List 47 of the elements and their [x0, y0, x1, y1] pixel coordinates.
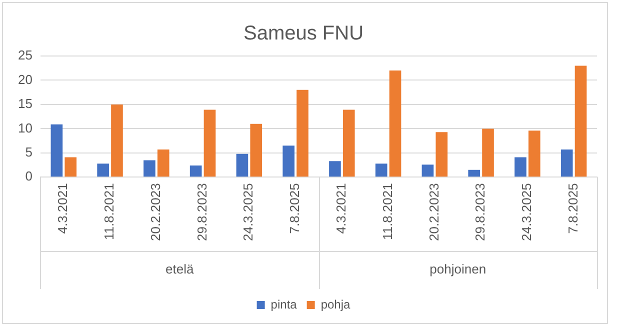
x-tick-label: 29.8.2023: [194, 183, 210, 242]
x-tick-label: 7.8.2025: [565, 183, 580, 234]
bar: [157, 150, 170, 177]
bar: [236, 154, 248, 177]
bar: [97, 164, 109, 177]
bar: [111, 104, 123, 177]
x-tick-label: 20.2.2023: [426, 183, 442, 242]
bar: [389, 70, 402, 177]
y-tick-label: 0: [25, 168, 32, 184]
y-tick-label: 15: [18, 96, 32, 112]
bar: [64, 157, 77, 177]
x-tick-label: 24.3.2025: [519, 183, 534, 242]
bar: [482, 128, 494, 177]
bar: [514, 157, 526, 177]
bar: [436, 132, 448, 177]
bar: [250, 124, 262, 177]
text: etelä: [165, 262, 194, 277]
y-tick-label: 10: [18, 120, 32, 136]
bar: [50, 124, 63, 177]
bar: [560, 150, 573, 177]
bar: [422, 164, 434, 177]
bar: [342, 110, 355, 177]
bar: [190, 166, 202, 177]
x-tick-label: 24.3.2025: [240, 183, 256, 242]
bar: [204, 110, 216, 177]
x-tick-label: 29.8.2023: [472, 183, 488, 242]
y-tick-label: 25: [18, 48, 32, 63]
chart-title: Sameus FNU: [243, 22, 364, 45]
bar: [528, 130, 540, 177]
legend-label: pohja: [320, 297, 351, 312]
text: pohjoinen: [430, 262, 486, 277]
y-tick-label: 20: [18, 72, 32, 87]
x-tick-label: 20.2.2023: [148, 183, 163, 242]
bar: [282, 146, 294, 177]
x-tick-label: 11.8.2021: [380, 183, 395, 240]
y-tick-label: 5: [25, 144, 32, 160]
x-tick-label: 11.8.2021: [102, 183, 117, 240]
x-tick-label: 4.3.2021: [333, 183, 348, 234]
x-tick-label: 7.8.2025: [287, 183, 302, 234]
bar: [574, 66, 587, 177]
bar: [329, 161, 341, 177]
bar: [144, 160, 156, 177]
bar: [468, 170, 480, 177]
legend-label: pinta: [270, 297, 298, 312]
x-tick-label: 4.3.2021: [55, 183, 70, 234]
bar: [375, 164, 388, 177]
bar: [296, 90, 308, 177]
